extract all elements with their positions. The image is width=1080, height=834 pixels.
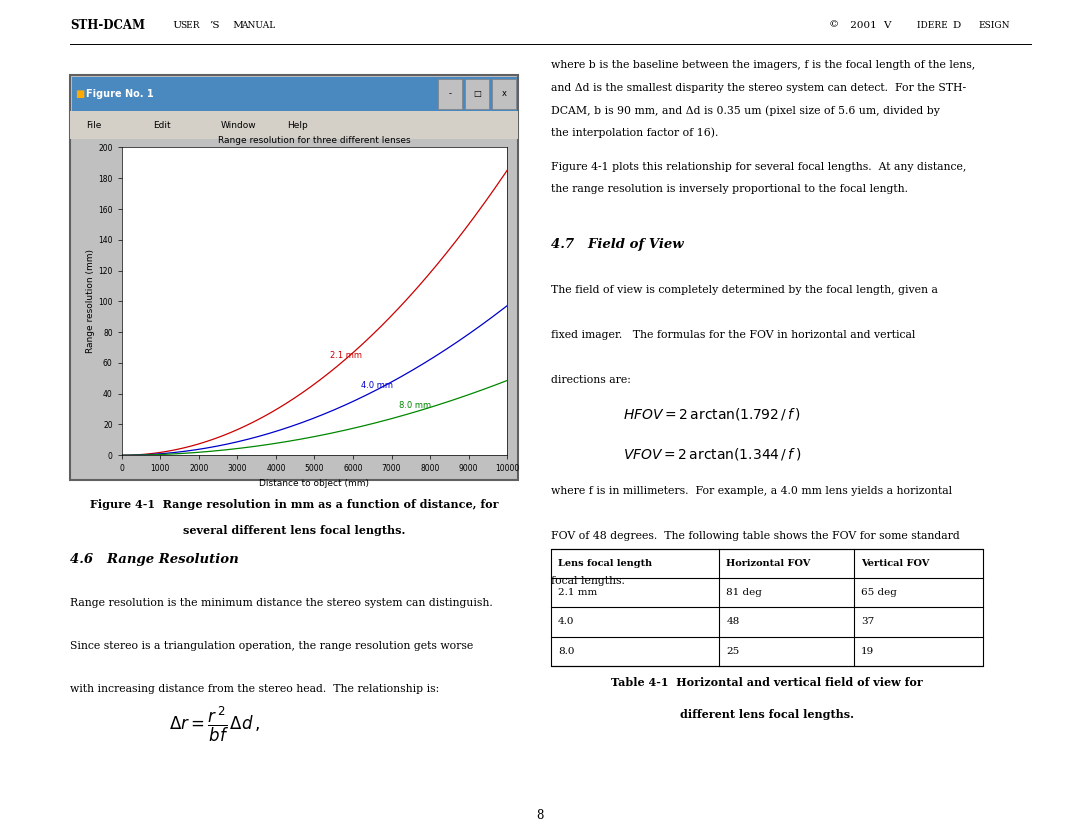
Text: 4.0 mm: 4.0 mm — [361, 381, 393, 390]
Text: Vertical FOV: Vertical FOV — [861, 559, 929, 568]
Text: Figure 4-1 plots this relationship for several focal lengths.  At any distance,: Figure 4-1 plots this relationship for s… — [551, 162, 967, 172]
Text: 4.6   Range Resolution: 4.6 Range Resolution — [70, 553, 239, 566]
Text: 65 deg: 65 deg — [861, 588, 896, 597]
Text: D: D — [953, 21, 961, 30]
Text: 25: 25 — [726, 646, 740, 656]
Text: ESIGN: ESIGN — [978, 21, 1010, 30]
Text: IDERE: IDERE — [914, 21, 950, 30]
Title: Range resolution for three different lenses: Range resolution for three different len… — [218, 136, 410, 145]
Text: V: V — [883, 21, 891, 30]
Text: Since stereo is a triangulation operation, the range resolution gets worse: Since stereo is a triangulation operatio… — [70, 641, 473, 651]
Text: Window: Window — [220, 121, 256, 130]
Bar — [122, 148, 508, 455]
Text: fixed imager.   The formulas for the FOV in horizontal and vertical: fixed imager. The formulas for the FOV i… — [551, 330, 915, 340]
Text: 4.0: 4.0 — [558, 617, 575, 626]
Text: 37: 37 — [861, 617, 874, 626]
Text: Horizontal FOV: Horizontal FOV — [726, 559, 811, 568]
Text: 48: 48 — [726, 617, 740, 626]
Text: U: U — [170, 21, 181, 30]
Text: M: M — [230, 21, 244, 30]
Text: Figure No. 1: Figure No. 1 — [86, 89, 153, 99]
Bar — [72, 77, 516, 111]
Text: 2.1 mm: 2.1 mm — [329, 351, 362, 359]
Text: where f is in millimeters.  For example, a 4.0 mm lens yields a horizontal: where f is in millimeters. For example, … — [551, 485, 951, 495]
Text: Edit: Edit — [153, 121, 171, 130]
Text: $\Delta r = \dfrac{r^{\,2}}{bf}\,\Delta d\,,$: $\Delta r = \dfrac{r^{\,2}}{bf}\,\Delta … — [168, 704, 260, 744]
Text: where b is the baseline between the imagers, f is the focal length of the lens,: where b is the baseline between the imag… — [551, 60, 975, 70]
Text: 19: 19 — [861, 646, 874, 656]
Text: DCAM, b is 90 mm, and Δd is 0.35 um (pixel size of 5.6 um, divided by: DCAM, b is 90 mm, and Δd is 0.35 um (pix… — [551, 105, 940, 116]
Text: several different lens focal lengths.: several different lens focal lengths. — [184, 525, 405, 536]
Text: ANUAL: ANUAL — [241, 21, 275, 30]
Bar — [491, 78, 516, 109]
Bar — [70, 111, 518, 139]
Text: the interpolation factor of 16).: the interpolation factor of 16). — [551, 128, 718, 138]
Text: FOV of 48 degrees.  The following table shows the FOV for some standard: FOV of 48 degrees. The following table s… — [551, 530, 959, 540]
Text: ©: © — [829, 21, 839, 30]
Text: 8: 8 — [537, 809, 543, 821]
X-axis label: Distance to object (mm): Distance to object (mm) — [259, 479, 369, 488]
Text: The field of view is completely determined by the focal length, given a: The field of view is completely determin… — [551, 285, 937, 295]
Text: $\mathit{HFOV} = 2\,\mathrm{arctan}(1.792\,/\,f\,)$: $\mathit{HFOV} = 2\,\mathrm{arctan}(1.79… — [623, 405, 800, 422]
Bar — [464, 78, 489, 109]
Text: STH-DCAM: STH-DCAM — [70, 18, 145, 32]
Text: SER: SER — [180, 21, 200, 30]
Text: ’S: ’S — [210, 21, 220, 30]
Text: and Δd is the smallest disparity the stereo system can detect.  For the STH-: and Δd is the smallest disparity the ste… — [551, 83, 966, 93]
Text: Figure 4-1  Range resolution in mm as a function of distance, for: Figure 4-1 Range resolution in mm as a f… — [90, 499, 499, 510]
Text: Lens focal length: Lens focal length — [558, 559, 652, 568]
Text: directions are:: directions are: — [551, 375, 631, 385]
Text: 4.7   Field of View: 4.7 Field of View — [551, 238, 684, 251]
Text: ■: ■ — [76, 89, 85, 99]
Text: 8.0: 8.0 — [558, 646, 575, 656]
Text: different lens focal lengths.: different lens focal lengths. — [680, 709, 854, 720]
Text: -: - — [448, 89, 451, 98]
Text: 2.1 mm: 2.1 mm — [558, 588, 597, 597]
Text: 2001: 2001 — [847, 21, 880, 30]
Text: $\mathit{VFOV} = 2\,\mathrm{arctan}(1.344\,/\,f\,)$: $\mathit{VFOV} = 2\,\mathrm{arctan}(1.34… — [623, 446, 801, 462]
Text: Help: Help — [287, 121, 308, 130]
Text: Range resolution is the minimum distance the stereo system can distinguish.: Range resolution is the minimum distance… — [70, 599, 492, 609]
Y-axis label: Range resolution (mm): Range resolution (mm) — [86, 249, 95, 354]
Text: 81 deg: 81 deg — [726, 588, 762, 597]
Text: Table 4-1  Horizontal and vertical field of view for: Table 4-1 Horizontal and vertical field … — [611, 677, 923, 688]
Text: File: File — [86, 121, 102, 130]
Text: focal lengths.: focal lengths. — [551, 575, 624, 585]
Text: with increasing distance from the stereo head.  The relationship is:: with increasing distance from the stereo… — [70, 684, 440, 694]
Text: □: □ — [473, 89, 481, 98]
Bar — [551, 549, 983, 666]
Text: x: x — [501, 89, 507, 98]
Bar — [437, 78, 462, 109]
Text: 8.0 mm: 8.0 mm — [400, 401, 431, 410]
Text: the range resolution is inversely proportional to the focal length.: the range resolution is inversely propor… — [551, 184, 908, 194]
